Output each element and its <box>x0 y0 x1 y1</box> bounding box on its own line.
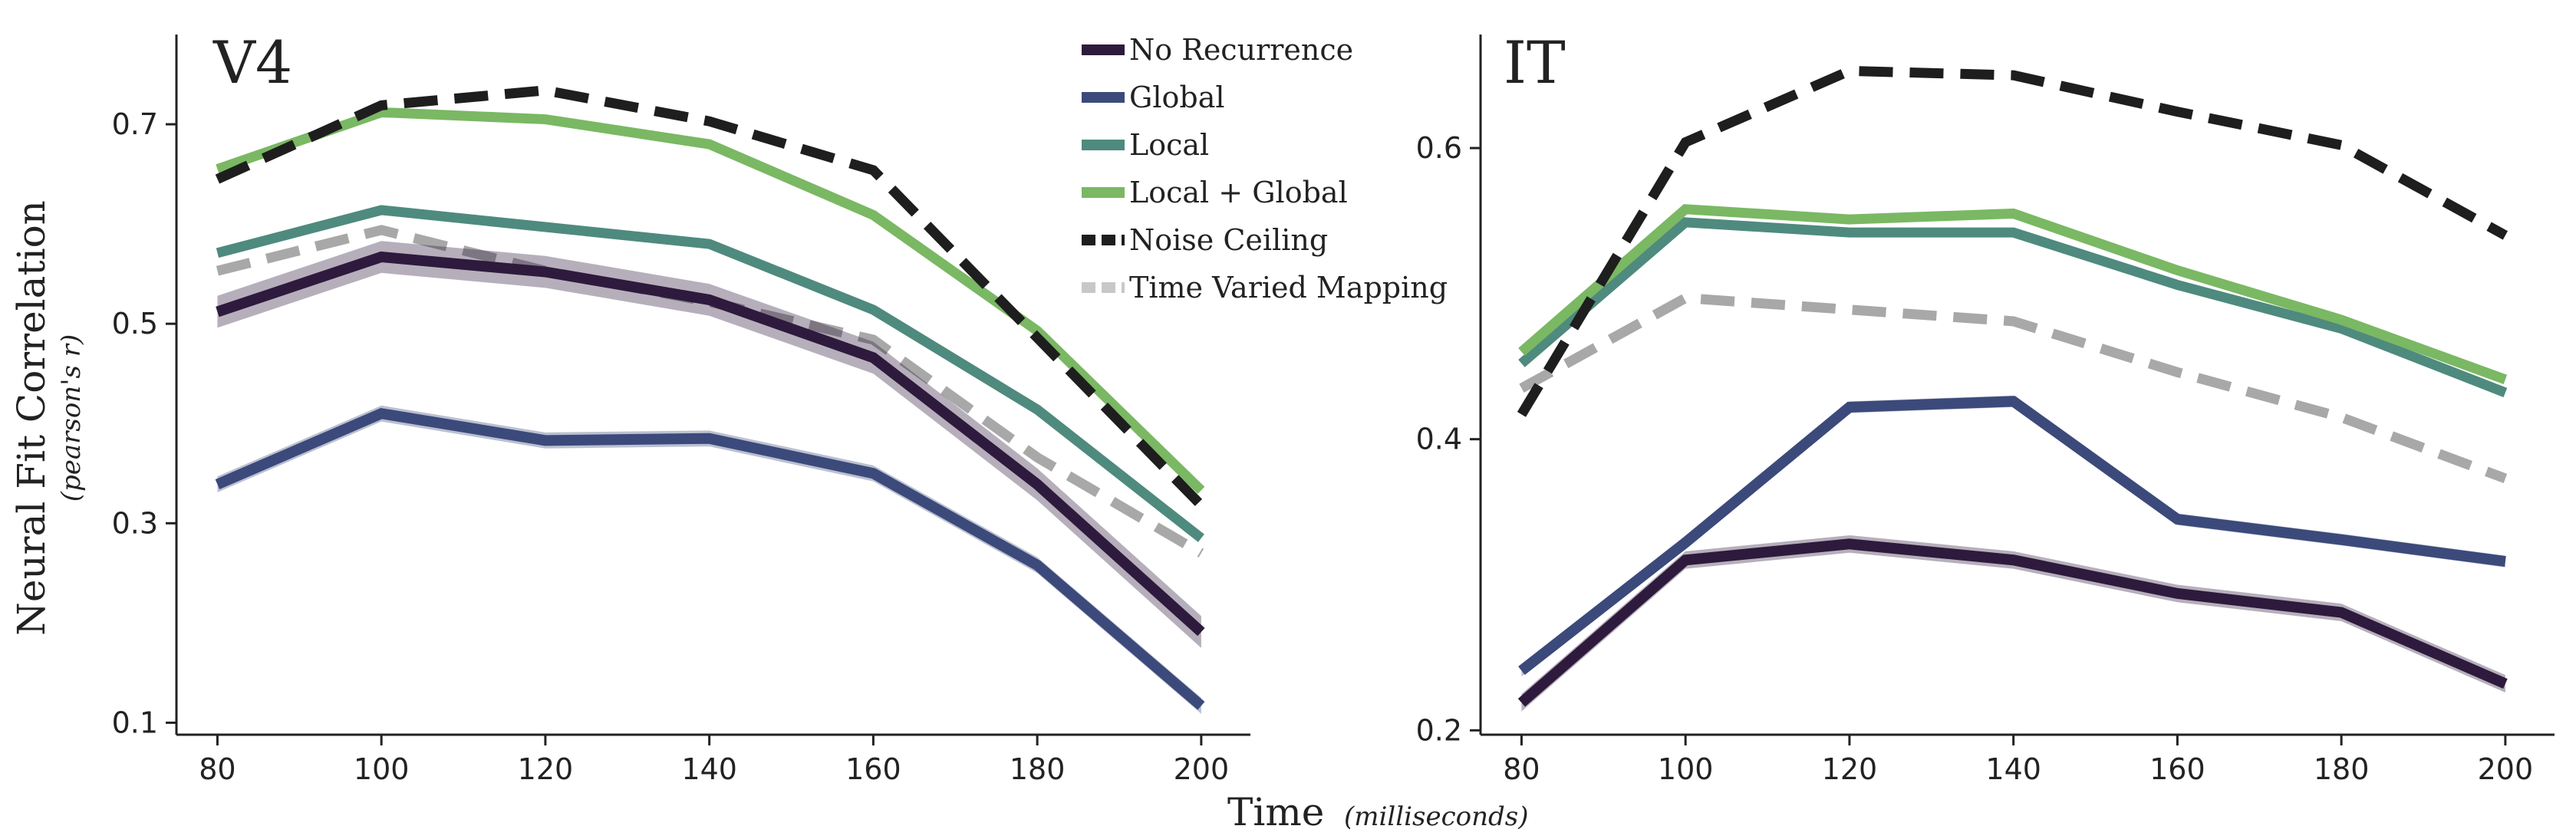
v4-time-varied-mapping-line <box>216 225 1204 558</box>
v4-y-tick-label: 0.1 <box>112 706 158 739</box>
v4-no-recurrence-line <box>216 251 1205 637</box>
it-noise-ceiling-line <box>1517 65 2508 417</box>
it-panel-title: IT <box>1504 28 1566 97</box>
legend-item-no-recurrence: No Recurrence <box>1082 33 1353 67</box>
v4-x-tick-label: 80 <box>199 752 236 786</box>
v4-x-tick-label: 120 <box>518 752 574 786</box>
it-no-recurrence-line <box>1517 538 2508 707</box>
v4-local-line <box>216 205 1204 542</box>
v4-x-tick-label: 180 <box>1010 752 1066 786</box>
v4-y-tick-label: 0.3 <box>112 506 158 540</box>
x-axis-label: Time <box>1227 790 1324 834</box>
x-axis-unit: (milliseconds) <box>1344 801 1528 832</box>
v4-x-tick-label: 140 <box>681 752 737 786</box>
it-global-line <box>1518 396 2506 675</box>
it-global-error-band <box>1521 395 2505 677</box>
legend-label: Global <box>1129 81 1225 114</box>
legend-label: Time Varied Mapping <box>1129 271 1448 304</box>
it-local-line <box>1518 217 2508 397</box>
legend-item-local-global: Local + Global <box>1082 176 1348 209</box>
it-x-tick-label: 200 <box>2478 752 2534 786</box>
y-axis-title: Neural Fit Correlation (pearson's r) <box>9 200 87 636</box>
legend-label: Local + Global <box>1129 176 1348 209</box>
it-panel: IT 0.2 0.4 0.6 80 100 120 140 160 180 200 <box>1416 28 2555 786</box>
y-axis-label: Neural Fit Correlation <box>9 200 54 636</box>
x-axis-title: Time (milliseconds) <box>1227 790 1528 834</box>
legend-label: No Recurrence <box>1129 33 1353 67</box>
v4-panel: V4 0.1 0.3 0.5 0.7 80 100 120 140 160 180 200 <box>112 28 1250 786</box>
v4-global-line <box>215 407 1205 710</box>
legend: No Recurrence Global Local Local + Global No… <box>1082 33 1448 304</box>
legend-item-noise-ceiling: Noise Ceiling <box>1082 223 1328 257</box>
legend-item-local: Local <box>1082 128 1209 162</box>
legend-item-global: Global <box>1082 81 1225 114</box>
it-local-global-line <box>1518 204 2508 384</box>
y-axis-unit: (pearson's r) <box>56 334 87 502</box>
it-x-tick-label: 80 <box>1503 752 1540 786</box>
it-time-varied-mapping-line <box>1519 292 2508 484</box>
legend-label: Local <box>1129 128 1209 162</box>
it-y-tick-label: 0.2 <box>1416 713 1462 747</box>
it-y-tick-label: 0.4 <box>1416 423 1462 456</box>
v4-x-tick-label: 160 <box>845 752 901 786</box>
v4-x-tick-label: 200 <box>1174 752 1230 786</box>
v4-noise-ceiling-line <box>215 85 1205 509</box>
it-x-tick-label: 140 <box>1985 752 2041 786</box>
it-x-tick-label: 100 <box>1658 752 1714 786</box>
it-x-tick-label: 160 <box>2149 752 2205 786</box>
it-x-tick-label: 180 <box>2314 752 2370 786</box>
v4-panel-title: V4 <box>212 28 292 97</box>
v4-y-tick-label: 0.7 <box>112 107 158 141</box>
it-x-tick-label: 120 <box>1822 752 1878 786</box>
v4-global-error-band <box>217 405 1201 714</box>
legend-label: Noise Ceiling <box>1129 223 1328 257</box>
v4-y-tick-label: 0.5 <box>112 307 158 341</box>
v4-x-tick-label: 100 <box>354 752 410 786</box>
it-y-tick-label: 0.6 <box>1416 131 1462 165</box>
legend-item-time-varied-mapping: Time Varied Mapping <box>1082 271 1448 304</box>
